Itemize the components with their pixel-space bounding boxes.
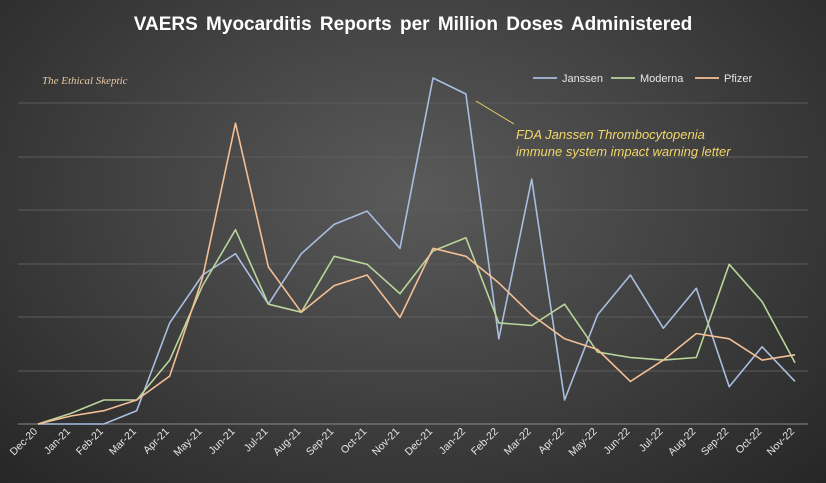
x-tick-label: Jun-22 <box>601 426 632 457</box>
series-line-moderna <box>37 228 796 425</box>
x-tick-label: Oct-21 <box>338 426 369 457</box>
x-tick-label: Jul-21 <box>242 426 271 455</box>
x-tick-label: Feb-21 <box>74 426 106 458</box>
x-tick-label: Jan-21 <box>42 426 73 457</box>
x-tick-label: Aug-22 <box>666 426 699 459</box>
watermark-text: The Ethical Skeptic <box>42 75 128 87</box>
legend-label-pfizer: Pfizer <box>724 73 752 85</box>
x-tick-label: Mar-21 <box>107 426 139 458</box>
annotation-line-2: immune system impact warning letter <box>516 144 731 159</box>
x-tick-label: Oct-22 <box>733 426 764 457</box>
x-tick-label: Mar-22 <box>502 426 534 458</box>
gridlines <box>18 102 808 425</box>
legend: Janssen Moderna Pfizer <box>533 73 752 85</box>
series-lines <box>37 77 796 425</box>
x-tick-label: May-22 <box>566 426 599 459</box>
annotation: FDA Janssen Thrombocytopenia immune syst… <box>475 100 731 159</box>
chart-title: VAERS Myocarditis Reports per Million Do… <box>134 14 693 35</box>
x-tick-label: Nov-21 <box>370 426 403 459</box>
x-tick-label: Jan-22 <box>437 426 468 457</box>
x-tick-label: Aug-21 <box>271 426 304 459</box>
x-tick-label: Sep-22 <box>699 426 732 459</box>
annotation-line-1: FDA Janssen Thrombocytopenia <box>516 127 705 142</box>
x-tick-label: Dec-20 <box>8 426 41 459</box>
x-tick-label: Jul-22 <box>637 426 666 455</box>
legend-label-moderna: Moderna <box>640 73 684 85</box>
x-tick-label: Apr-22 <box>536 426 567 457</box>
x-tick-label: Sep-21 <box>304 426 337 459</box>
series-line-janssen <box>38 77 796 425</box>
x-tick-label: Dec-21 <box>403 426 436 459</box>
x-tick-label: Nov-22 <box>765 426 798 459</box>
x-tick-label: May-21 <box>171 426 204 459</box>
series-line-pfizer <box>37 122 796 425</box>
x-tick-label: Apr-21 <box>141 426 172 457</box>
x-axis-ticks: Dec-20 Jan-21 Feb-21 Mar-21 Apr-21 May-21 Jun-… <box>8 426 798 459</box>
x-tick-label: Jun-21 <box>206 426 237 457</box>
annotation-leader-line <box>475 100 515 125</box>
legend-label-janssen: Janssen <box>562 73 603 85</box>
x-tick-label: Feb-22 <box>469 426 501 458</box>
